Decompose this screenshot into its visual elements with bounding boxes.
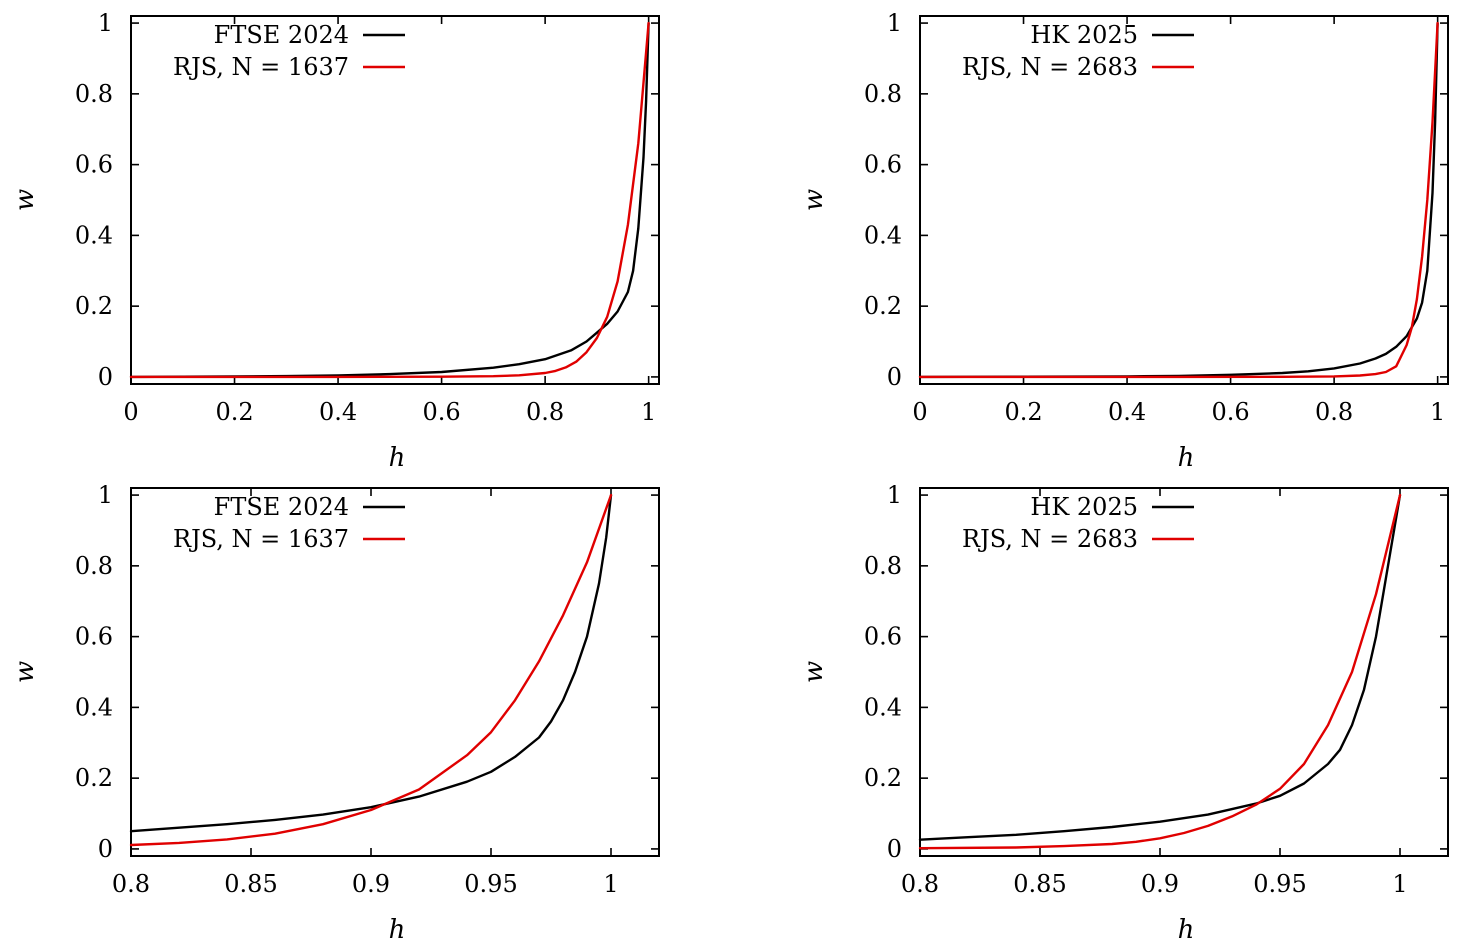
y-tick-label: 0.6 [75, 151, 113, 179]
y-tick-label: 0.4 [864, 221, 902, 249]
x-axis-title: h [1178, 443, 1195, 473]
x-axis-title: h [389, 915, 406, 945]
y-axis-title: w [799, 189, 829, 211]
y-tick-label: 0.8 [864, 552, 902, 580]
legend-label: RJS, N = 2683 [962, 53, 1138, 81]
legend-label: RJS, N = 2683 [962, 525, 1138, 553]
y-tick-label: 1 [98, 481, 113, 509]
y-tick-label: 0 [887, 835, 902, 863]
x-tick-label: 0.2 [215, 398, 253, 426]
x-tick-label: 0.85 [1013, 870, 1066, 898]
y-tick-label: 0.2 [864, 764, 902, 792]
series-line-market [918, 493, 1402, 841]
chart-panel-2: 0 0.2 0.4 0.6 0.8 1 0 0.2 0.4 0.6 0.8 1 h w HK 2025 RJS… [799, 9, 1449, 473]
x-tick-label: 0.95 [464, 870, 517, 898]
legend-label: RJS, N = 1637 [173, 525, 349, 553]
x-tick-label: 0.9 [1141, 870, 1179, 898]
x-tick-label: 0.8 [1315, 398, 1353, 426]
series-line-rjs [918, 493, 1402, 850]
plot-frame [130, 487, 660, 857]
legend-label: FTSE 2024 [214, 21, 349, 49]
legend-label: HK 2025 [1030, 21, 1138, 49]
x-tick-label: 1 [641, 398, 656, 426]
x-tick-label: 0.2 [1004, 398, 1042, 426]
series-line-rjs [918, 21, 1439, 379]
y-tick-label: 0.4 [75, 693, 113, 721]
x-tick-label: 0.95 [1253, 870, 1306, 898]
legend-label: FTSE 2024 [214, 493, 349, 521]
x-tick-label: 0.4 [319, 398, 357, 426]
y-tick-label: 0.2 [864, 292, 902, 320]
y-axis-title: w [10, 189, 40, 211]
chart-panel-4: 0.8 0.85 0.9 0.95 1 0 0.2 0.4 0.6 0.8 1 h w HK 2025 RJ… [799, 481, 1449, 945]
x-tick-label: 1 [603, 870, 618, 898]
chart-panel-3: 0.8 0.85 0.9 0.95 1 0 0.2 0.4 0.6 0.8 1 h w FTSE 2024… [10, 481, 660, 945]
x-axis-title: h [1178, 915, 1195, 945]
plot-frame [919, 15, 1449, 385]
x-tick-label: 0.4 [1108, 398, 1146, 426]
x-tick-label: 0.9 [352, 870, 390, 898]
y-tick-label: 1 [887, 481, 902, 509]
y-tick-label: 0.2 [75, 764, 113, 792]
plot-frame [919, 487, 1449, 857]
y-tick-label: 0.8 [864, 80, 902, 108]
y-tick-label: 0.4 [864, 693, 902, 721]
x-axis-title: h [389, 443, 406, 473]
series-line-rjs [129, 21, 650, 379]
x-tick-label: 0 [123, 398, 138, 426]
legend-label: HK 2025 [1030, 493, 1138, 521]
y-tick-label: 0.8 [75, 80, 113, 108]
y-axis-title: w [10, 661, 40, 683]
series-line-rjs [129, 493, 613, 847]
y-tick-label: 0.2 [75, 292, 113, 320]
y-tick-label: 0.6 [864, 151, 902, 179]
y-tick-label: 0.4 [75, 221, 113, 249]
y-tick-label: 1 [887, 9, 902, 37]
y-tick-label: 0.6 [75, 623, 113, 651]
x-tick-label: 0.8 [112, 870, 150, 898]
y-tick-label: 0 [887, 363, 902, 391]
x-tick-label: 0.8 [526, 398, 564, 426]
series-line-market [129, 493, 613, 833]
y-tick-label: 0 [98, 363, 113, 391]
plot-frame [130, 15, 660, 385]
x-tick-label: 0.8 [901, 870, 939, 898]
x-tick-label: 1 [1392, 870, 1407, 898]
y-axis-title: w [799, 661, 829, 683]
y-tick-label: 1 [98, 9, 113, 37]
chart-panel-1: 0 0.2 0.4 0.6 0.8 1 0 0.2 0.4 0.6 0.8 1 h w FTSE 2024 R… [10, 9, 660, 473]
x-tick-label: 0 [912, 398, 927, 426]
y-tick-label: 0.8 [75, 552, 113, 580]
y-tick-label: 0 [98, 835, 113, 863]
x-tick-label: 0.6 [423, 398, 461, 426]
x-tick-label: 0.6 [1212, 398, 1250, 426]
y-tick-label: 0.6 [864, 623, 902, 651]
x-tick-label: 1 [1430, 398, 1445, 426]
x-tick-label: 0.85 [224, 870, 277, 898]
legend-label: RJS, N = 1637 [173, 53, 349, 81]
